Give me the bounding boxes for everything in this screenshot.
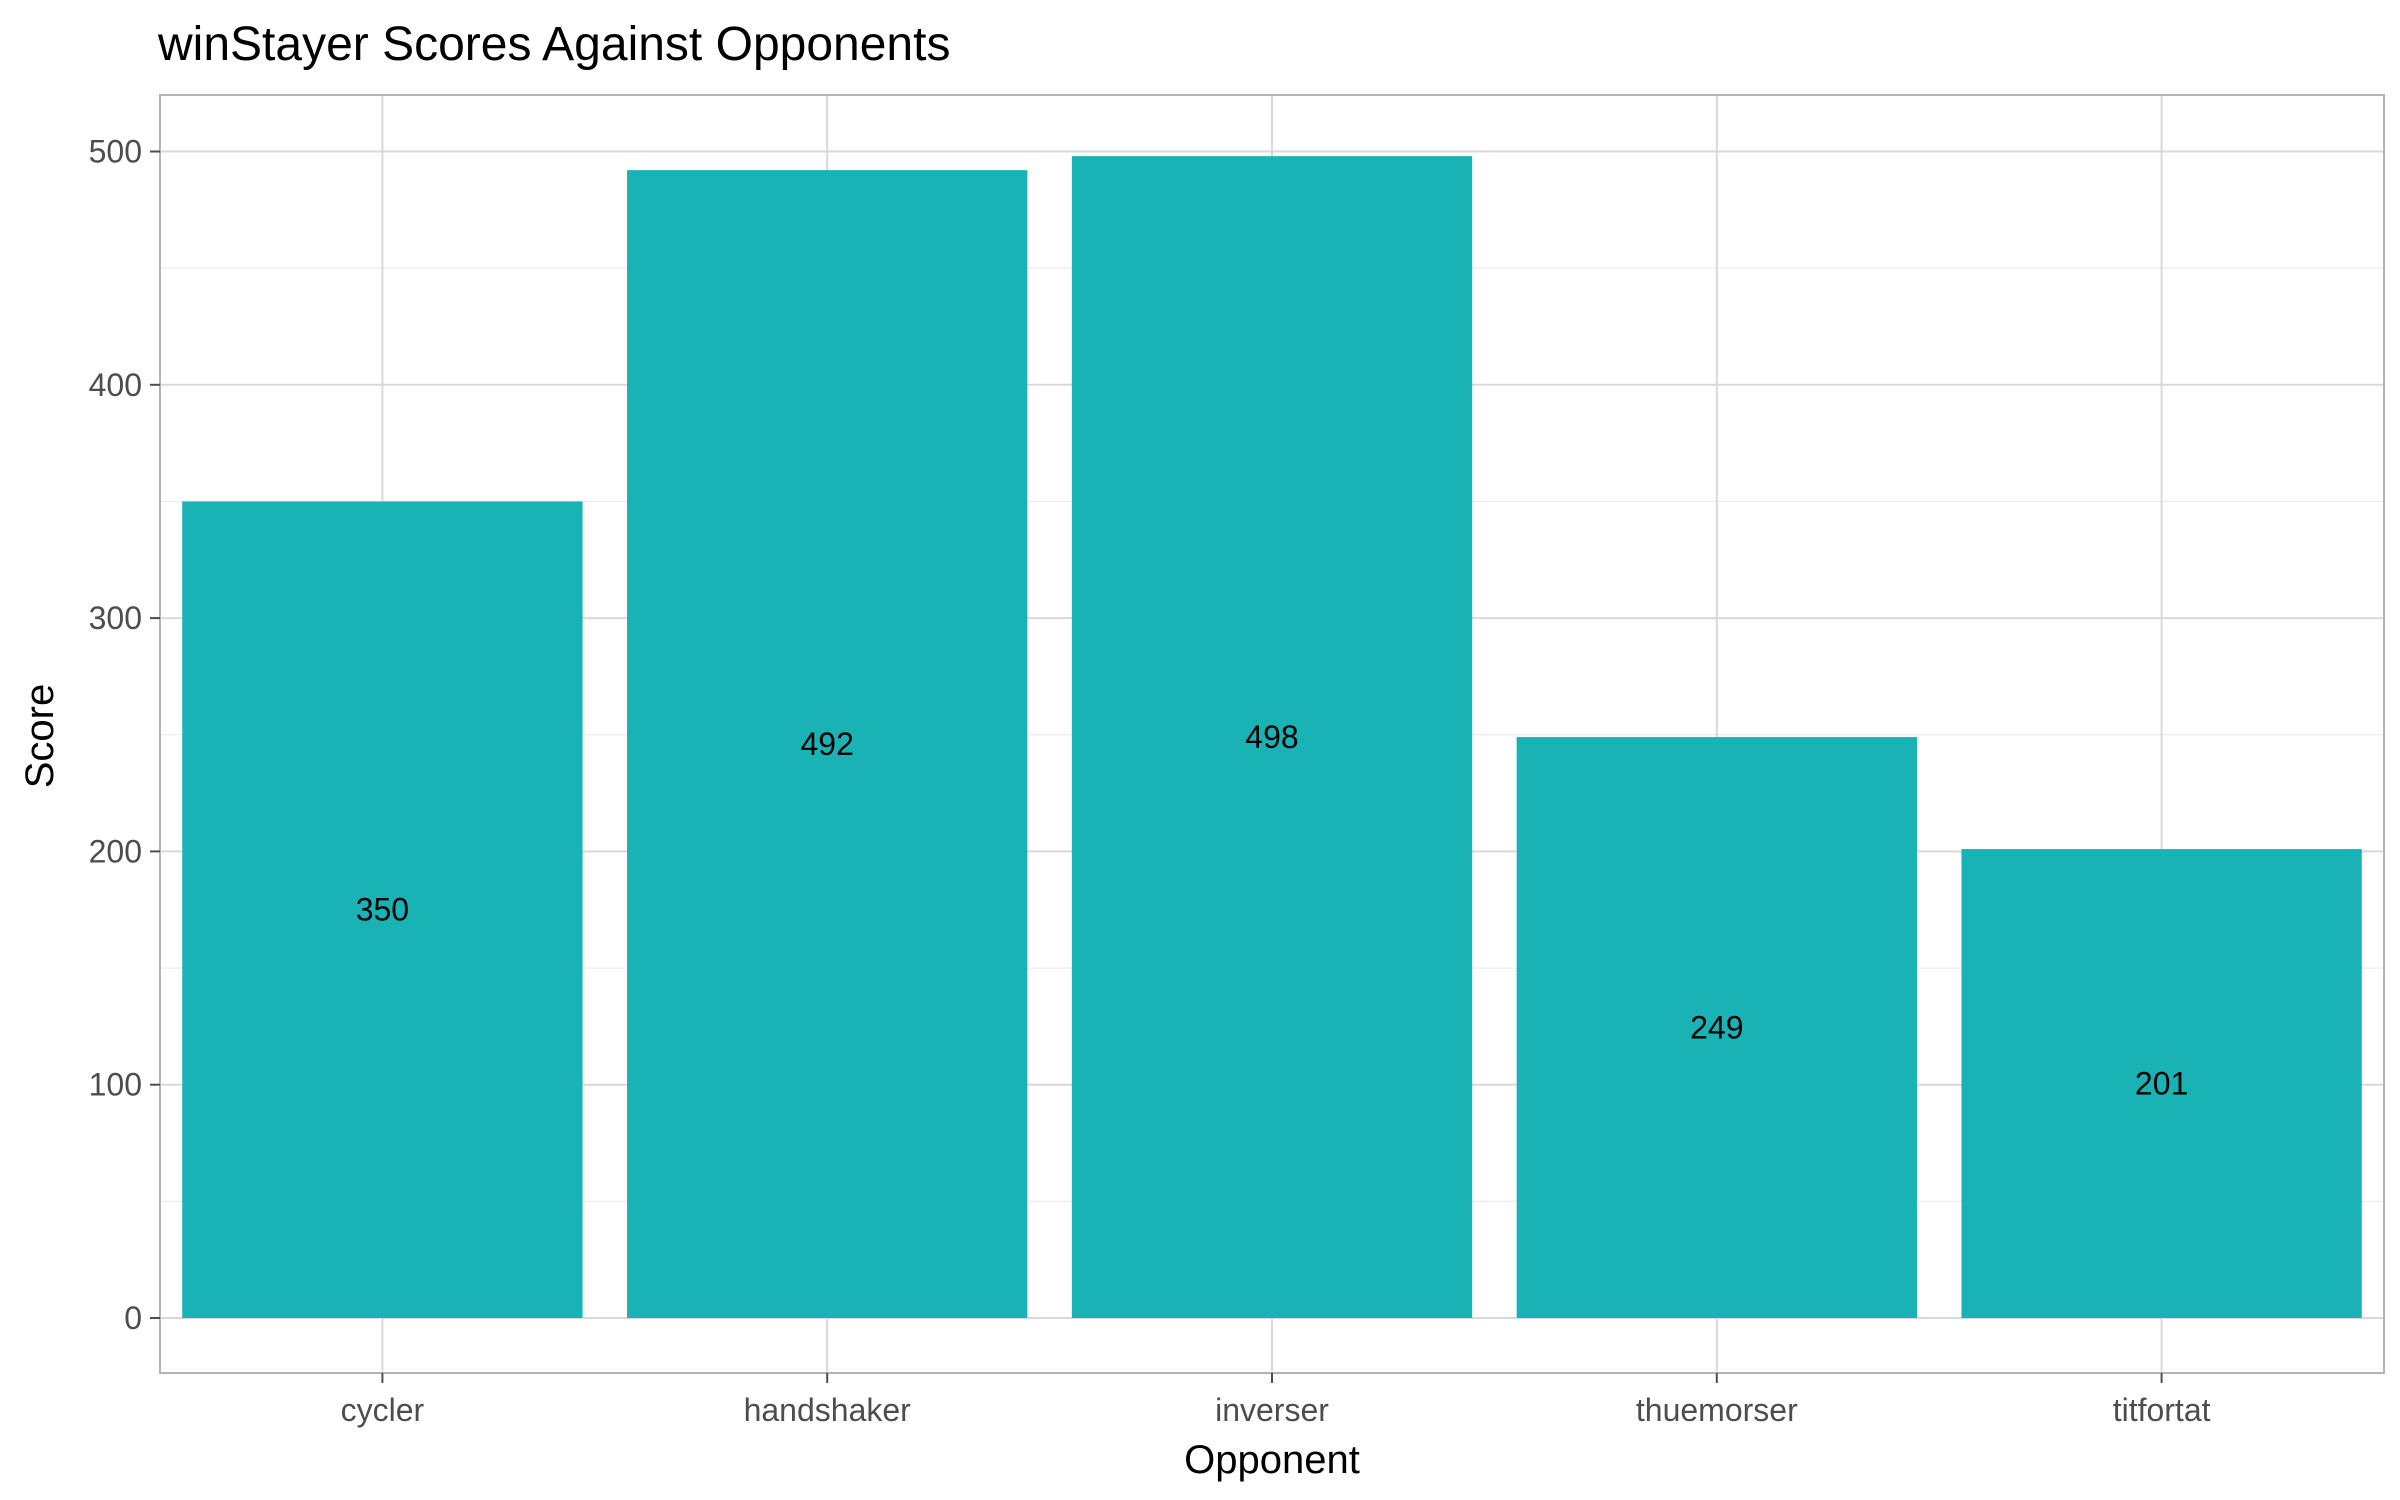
data-label-titfortat: 201 bbox=[2135, 1066, 2188, 1102]
bar-inverser bbox=[1071, 156, 1473, 1318]
x-axis-title: Opponent bbox=[1184, 1438, 1360, 1482]
y-tick-label: 500 bbox=[89, 134, 142, 170]
data-labels-layer: 350 492 498 249 201 bbox=[356, 719, 2189, 1101]
y-axis-title: Score bbox=[18, 684, 62, 789]
y-tick-label: 100 bbox=[89, 1067, 142, 1103]
bars-layer bbox=[182, 156, 2362, 1318]
chart-title: winStayer Scores Against Opponents bbox=[157, 18, 950, 71]
x-tick-label-titfortat: titfortat bbox=[2113, 1392, 2211, 1428]
x-tick-label-handshaker: handshaker bbox=[744, 1392, 912, 1428]
bar-titfortat bbox=[1961, 849, 2362, 1318]
x-axis: cycler handshaker inverser thuemorser titfor… bbox=[341, 1373, 2211, 1428]
bar-cycler bbox=[182, 501, 583, 1318]
data-label-cycler: 350 bbox=[356, 892, 409, 928]
x-tick-label-thuemorser: thuemorser bbox=[1636, 1392, 1798, 1428]
data-label-inverser: 498 bbox=[1245, 719, 1298, 755]
x-tick-label-cycler: cycler bbox=[341, 1392, 425, 1428]
data-label-handshaker: 492 bbox=[801, 726, 854, 762]
x-tick-label-inverser: inverser bbox=[1215, 1392, 1329, 1428]
bar-handshaker bbox=[627, 170, 1028, 1318]
bar-thuemorser bbox=[1516, 737, 1917, 1318]
data-label-thuemorser: 249 bbox=[1690, 1010, 1743, 1046]
y-tick-label: 400 bbox=[89, 367, 142, 403]
y-axis: 0 100 200 300 400 500 bbox=[89, 134, 160, 1336]
y-tick-label: 300 bbox=[89, 600, 142, 636]
y-tick-label: 0 bbox=[124, 1300, 142, 1336]
y-tick-label: 200 bbox=[89, 833, 142, 869]
